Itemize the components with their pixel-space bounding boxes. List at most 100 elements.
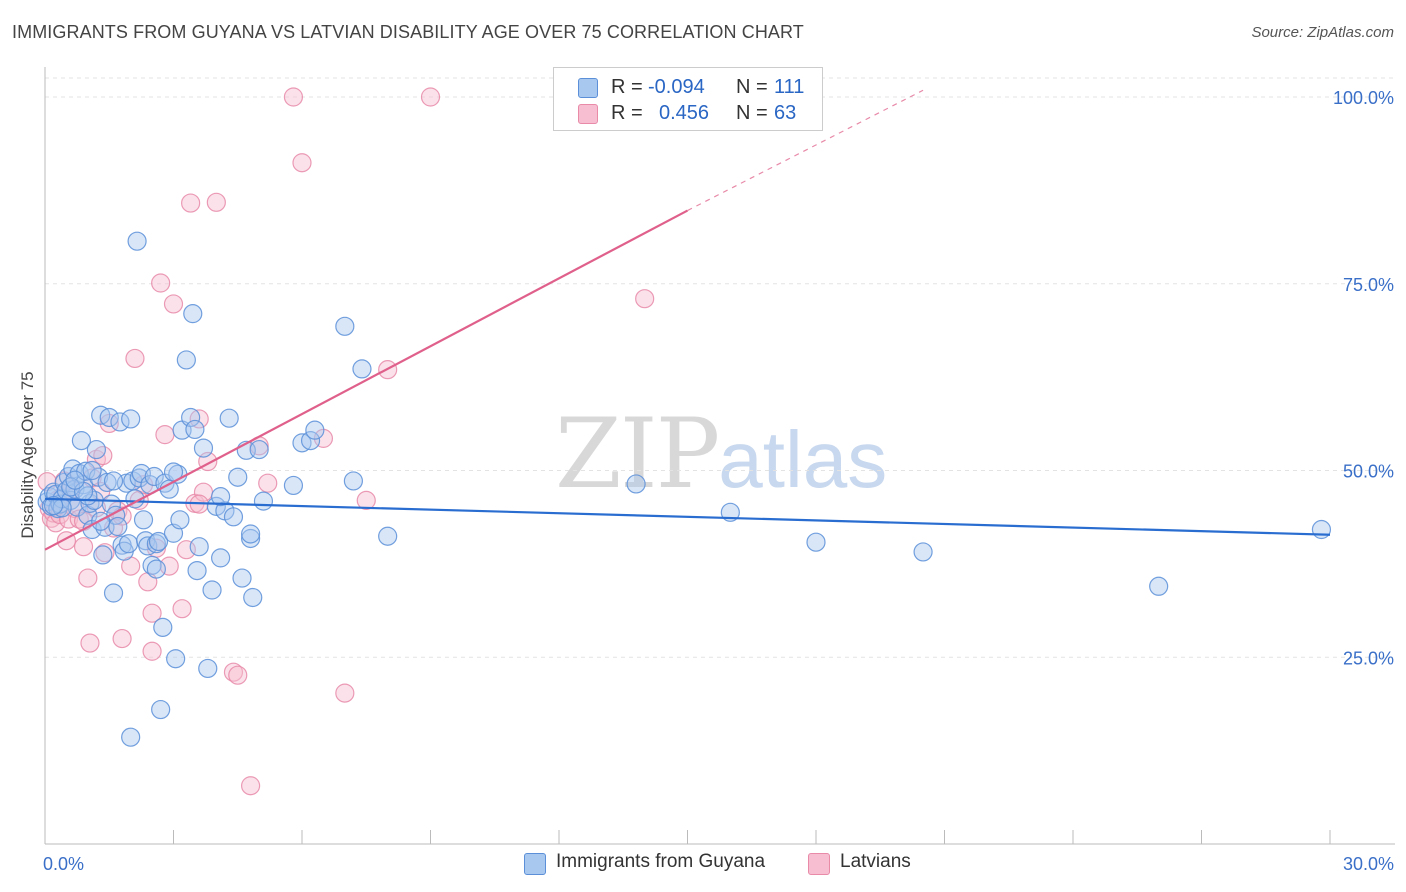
guyana-point [211,548,231,568]
bottom-legend-label: Latvians [840,851,911,872]
latvian-point [292,153,312,173]
legend-n-label: N = [736,76,768,98]
guyana-point [97,472,117,493]
guyana-point [121,409,141,429]
chart-source: Source: ZipAtlas.com [1251,24,1394,41]
latvian-point [112,628,132,649]
correlation-legend: R = -0.094 N = 111 R = 0.456 N = 63 [553,67,823,131]
latvian-point [241,776,261,796]
y-tick-label: 100.0% [1333,88,1394,108]
guyana-point [300,431,321,451]
bottom-legend-swatch-blue [524,853,546,875]
guyana-point [283,475,304,496]
guyana-point [133,510,154,530]
guyana-point [249,439,269,460]
latvian-point [635,289,655,309]
guyana-point [43,496,64,516]
guyana-point [118,534,139,554]
guyana-trend-line [44,497,1331,536]
guyana-point [1311,519,1332,540]
guyana-point [82,460,102,481]
guyana-point [103,471,124,491]
latvian-point [125,348,145,369]
latvian-point [181,193,201,213]
x-tick-label: 30.0% [1343,854,1394,874]
guyana-point [183,304,203,324]
bottom-legend-swatch-pink [808,853,830,875]
guyana-point [110,412,130,432]
latvian-point [80,633,100,653]
y-tick-label: 25.0% [1343,648,1394,668]
guyana-point [806,532,826,552]
legend-n-value: 111 [774,76,805,98]
guyana-point [343,471,363,491]
latvian-point [206,192,226,212]
bottom-legend-label: Immigrants from Guyana [556,851,766,872]
y-axis-label: Disability Age Over 75 [18,371,37,538]
legend-n-label: N = [736,102,768,124]
latvian-point [142,603,162,623]
guyana-point [144,466,164,487]
latvian-point [73,537,94,557]
guyana-point [166,649,186,669]
legend-r-label: R = [611,76,643,98]
guyana-point [65,470,85,490]
guyana-point [146,559,166,579]
guyana-point [108,516,128,537]
guyana-point [223,507,244,527]
latvian-point [356,490,376,510]
legend-r-label: R = [611,102,643,124]
latvian-point [258,473,278,493]
latvian-point [142,641,162,661]
guyana-point [185,419,205,440]
latvian-point [228,665,248,685]
latvian-point [163,294,184,314]
guyana-point [103,583,124,603]
guyana-point [193,438,214,458]
latvian-trend-extension [687,89,924,212]
legend-r-value: -0.094 [648,76,705,98]
latvian-point [335,683,355,703]
latvian-point [155,425,175,445]
guyana-point [243,587,263,608]
guyana-point [378,526,398,546]
guyana-point [626,474,646,494]
guyana-point [170,510,190,530]
guyana-point [232,568,252,588]
guyana-point [228,467,248,487]
guyana-point [151,699,171,720]
y-tick-label: 50.0% [1343,462,1394,482]
guyana-point [202,580,222,600]
guyana-point [913,542,933,562]
legend-n-value: 63 [774,102,797,124]
guyana-point [176,350,196,370]
guyana-point [181,407,201,428]
guyana-point [127,231,147,251]
guyana-point [211,487,231,507]
y-tick-label: 75.0% [1343,275,1394,295]
latvian-point [420,87,441,107]
guyana-point [121,727,141,747]
guyana-point [352,359,372,379]
guyana-point [253,491,274,511]
guyana-point [305,420,325,440]
guyana-point [189,537,209,557]
chart-title: IMMIGRANTS FROM GUYANA VS LATVIAN DISABI… [12,22,804,42]
guyana-point [99,407,119,428]
legend-r-value: 0.456 [659,102,710,124]
guyana-point [86,439,107,460]
guyana-point [206,496,226,516]
guyana-point [241,524,261,544]
legend-swatch-blue [578,78,598,98]
latvian-point [172,599,192,619]
guyana-point [335,316,355,336]
guyana-point [198,658,218,679]
guyana-point [93,545,113,565]
guyana-point [71,431,92,451]
guyana-point [1149,576,1169,596]
latvian-point [283,87,304,107]
legend-swatch-pink [578,104,598,124]
x-tick-label: 0.0% [43,854,84,874]
latvian-point [151,273,171,293]
